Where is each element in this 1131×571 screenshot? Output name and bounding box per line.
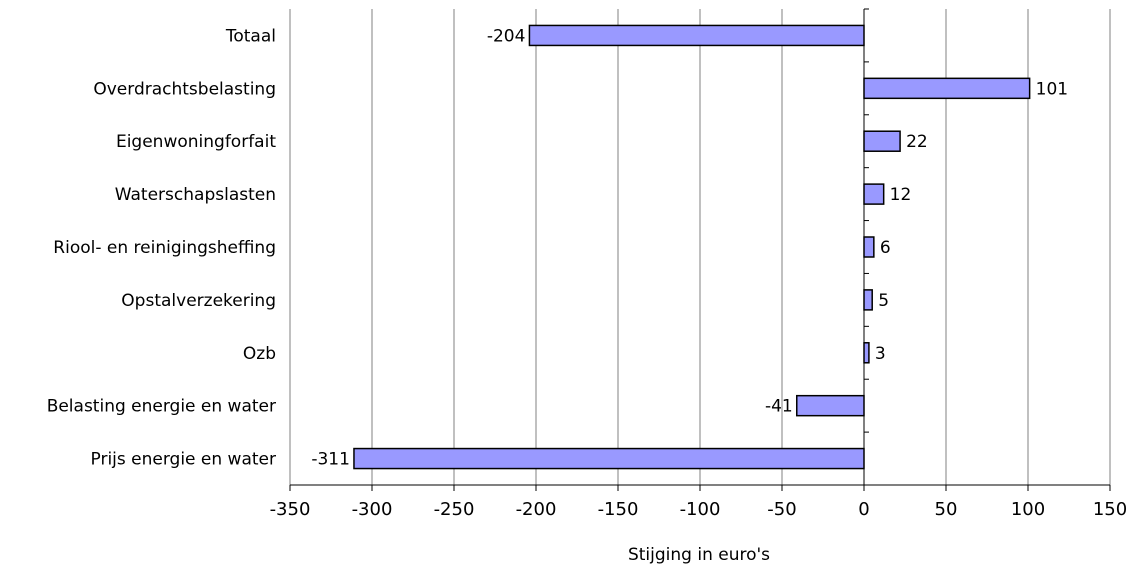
x-tick-label: 100 (1011, 499, 1045, 520)
x-tick-label: 50 (935, 499, 958, 520)
bar (863, 342, 870, 364)
x-tick-label: 150 (1093, 499, 1127, 520)
data-label: -41 (765, 397, 793, 417)
bars (353, 24, 1031, 470)
x-tick-label: -150 (598, 499, 639, 520)
x-tick-label: -250 (434, 499, 475, 520)
x-tick-label: -100 (680, 499, 721, 520)
category-label: Overdrachtsbelasting (93, 79, 276, 99)
category-label: Totaal (225, 26, 276, 46)
bar (353, 447, 865, 470)
axes (289, 8, 1111, 491)
bar (863, 236, 875, 258)
x-tick-label: -50 (767, 499, 796, 520)
data-label: 3 (875, 344, 886, 364)
x-tick-label: -200 (516, 499, 557, 520)
category-label: Belasting energie en water (47, 397, 276, 417)
labels: -350 -300 -250 -200 -150 -100 -50 0 50 100 150 Tota… (47, 26, 1127, 520)
category-label: Riool- en reinigingsheffing (53, 238, 276, 258)
data-label: 6 (880, 238, 891, 258)
data-label: 5 (878, 291, 889, 311)
data-label: -311 (311, 450, 350, 470)
x-tick-label: -300 (352, 499, 393, 520)
gridlines (289, 9, 1111, 485)
data-label: 12 (890, 185, 912, 205)
x-axis-title: Stijging in euro's (628, 545, 770, 565)
category-label: Eigenwoningforfait (116, 132, 276, 152)
category-label: Prijs energie en water (91, 450, 276, 470)
bar (863, 183, 885, 205)
x-tick-label: -350 (270, 499, 311, 520)
bar (528, 24, 865, 47)
category-label: Waterschapslasten (115, 185, 276, 205)
bar (863, 130, 901, 152)
data-label: 101 (1036, 79, 1068, 99)
bar (863, 77, 1031, 100)
data-label: 22 (906, 132, 928, 152)
data-label: -204 (487, 26, 526, 46)
category-label: Opstalverzekering (121, 291, 276, 311)
x-tick-label: 0 (858, 499, 869, 520)
bar (863, 289, 873, 311)
bar (796, 394, 865, 417)
category-label: Ozb (243, 344, 276, 364)
